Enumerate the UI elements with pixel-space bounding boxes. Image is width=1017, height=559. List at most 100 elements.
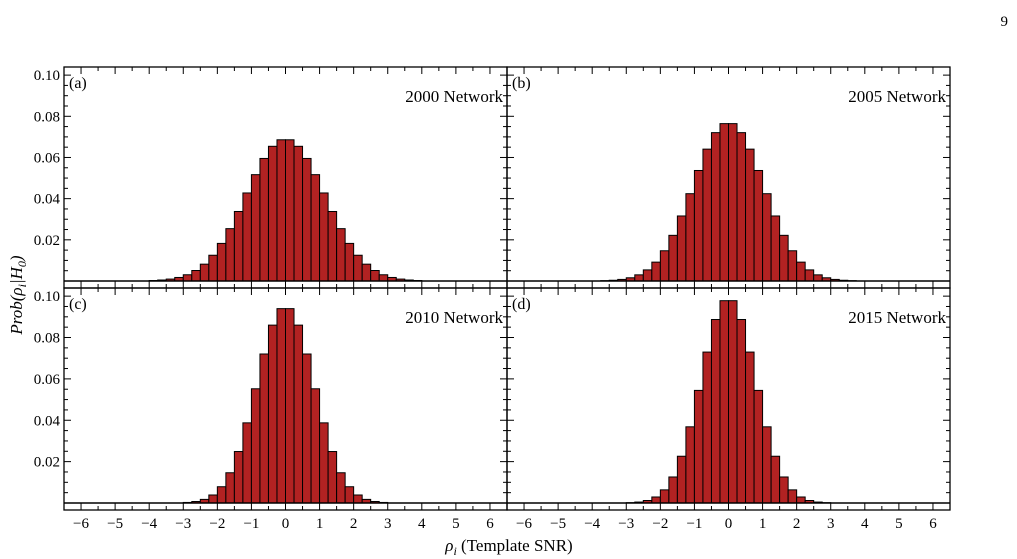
- histogram-bars: [148, 139, 423, 282]
- x-tick-label: −2: [209, 516, 225, 532]
- histogram-bar: [719, 300, 729, 504]
- x-tick-label: −1: [243, 516, 259, 532]
- histogram-bars: [625, 300, 832, 504]
- x-tick-label: 2: [793, 516, 801, 532]
- histogram-bar: [242, 192, 252, 282]
- y-tick-label: 0.08: [34, 331, 60, 347]
- x-tick-label: −6: [73, 516, 89, 532]
- histogram-bar: [250, 174, 261, 282]
- panel-title: 2005 Network: [848, 87, 946, 106]
- panel-title: 2015 Network: [848, 308, 946, 327]
- x-tick-label: 2: [350, 516, 358, 532]
- panel-label: (b): [512, 75, 531, 92]
- histogram-bar: [753, 169, 764, 282]
- x-tick-label: −5: [550, 516, 566, 532]
- y-tick-label: 0.06: [34, 150, 61, 166]
- histogram-bar: [770, 455, 781, 504]
- histogram-bar: [762, 193, 772, 282]
- histogram-bar: [745, 148, 755, 282]
- histogram-bar: [233, 210, 244, 282]
- histogram-bar: [728, 300, 738, 504]
- histogram-bar: [659, 250, 670, 282]
- y-tick-label: 0.10: [34, 289, 60, 305]
- histogram-bar: [293, 145, 304, 282]
- x-tick-label: 3: [827, 516, 835, 532]
- panel-title: 2000 Network: [405, 87, 503, 106]
- x-tick-label: 4: [418, 516, 426, 532]
- histogram-bar: [685, 426, 695, 504]
- y-tick-label: 0.02: [34, 233, 60, 249]
- histogram-bar: [634, 274, 644, 282]
- panel-label: (c): [69, 296, 87, 313]
- histogram-bar: [770, 215, 781, 282]
- histogram-bar: [796, 261, 806, 282]
- histogram-bar: [796, 496, 806, 504]
- histogram-bar: [779, 476, 789, 504]
- histogram-bar: [651, 496, 661, 504]
- histogram-bars: [182, 308, 389, 504]
- histogram-bar: [259, 157, 269, 282]
- histogram-bar: [668, 476, 678, 504]
- histogram-bar: [336, 228, 346, 282]
- x-tick-label: 4: [861, 516, 869, 532]
- histogram-bar: [336, 472, 346, 504]
- histogram-bar: [702, 148, 712, 282]
- panel-c: 0.02 0.04 0.06 0.08 0.10 −6 −5 −4 −3 −2 −1 0 1 2 3 4 5 6 (…: [34, 287, 508, 532]
- x-tick-label: 0: [282, 516, 290, 532]
- histogram-bar: [285, 308, 295, 504]
- histogram-bar: [378, 274, 389, 282]
- histogram-bar: [225, 472, 235, 504]
- x-axis-label: ρi (Template SNR): [444, 536, 572, 558]
- histogram-bar: [242, 422, 252, 504]
- histogram-bar: [191, 270, 201, 282]
- histogram-bar: [327, 451, 338, 504]
- histogram-bar: [693, 169, 704, 282]
- histogram-bar: [285, 139, 295, 282]
- histogram-bar: [208, 254, 218, 282]
- histogram-bar: [353, 254, 363, 282]
- panel-title: 2010 Network: [405, 308, 503, 327]
- x-tick-label: 1: [316, 516, 324, 532]
- histogram-bar: [702, 351, 712, 504]
- histogram-bar: [361, 263, 372, 282]
- histogram-bar: [745, 351, 755, 504]
- histogram-bar: [344, 486, 355, 504]
- histogram-bar: [685, 193, 695, 282]
- y-axis-label: Prob(ρi|H0): [7, 255, 29, 336]
- x-tick-label: −2: [652, 516, 668, 532]
- histogram-bar: [642, 269, 653, 282]
- histogram-bar: [710, 319, 721, 504]
- panel-label: (a): [69, 75, 87, 92]
- y-tick-label: 0.04: [34, 192, 61, 208]
- x-tick-label: −6: [516, 516, 532, 532]
- histogram-bar: [216, 486, 227, 504]
- histogram-bar: [787, 489, 798, 504]
- x-tick-label: 0: [725, 516, 733, 532]
- x-tick-label: 3: [384, 516, 392, 532]
- x-tick-label: −3: [618, 516, 634, 532]
- y-tick-label: 0.02: [34, 455, 60, 471]
- histogram-bar: [225, 228, 235, 282]
- page-number: 9: [1000, 14, 1009, 30]
- panels-group: 0.020.040.060.080.10 (a)2000 Network(b)20…: [34, 66, 951, 532]
- histogram-bar: [208, 494, 218, 504]
- histogram-bar: [668, 234, 678, 282]
- histogram-bar: [762, 426, 772, 504]
- histogram-bar: [693, 389, 704, 504]
- x-tick-label: 5: [895, 516, 903, 532]
- panel-label: (d): [512, 296, 531, 313]
- x-tick-label: 6: [486, 516, 494, 532]
- histogram-bar: [302, 353, 312, 504]
- panel-b: (b) 2005 Network: [506, 66, 951, 289]
- y-tick-label: 0.06: [34, 372, 61, 388]
- x-tick-label: −3: [175, 516, 191, 532]
- histogram-bar: [370, 270, 380, 282]
- histogram-bar: [353, 494, 363, 504]
- histogram-bar: [310, 388, 321, 504]
- histogram-bar: [651, 261, 661, 282]
- histogram-bar: [659, 489, 670, 504]
- histogram-bar: [728, 123, 738, 282]
- x-tick-label: −1: [686, 516, 702, 532]
- y-tick-label: 0.08: [34, 109, 60, 125]
- histogram-bar: [710, 132, 721, 282]
